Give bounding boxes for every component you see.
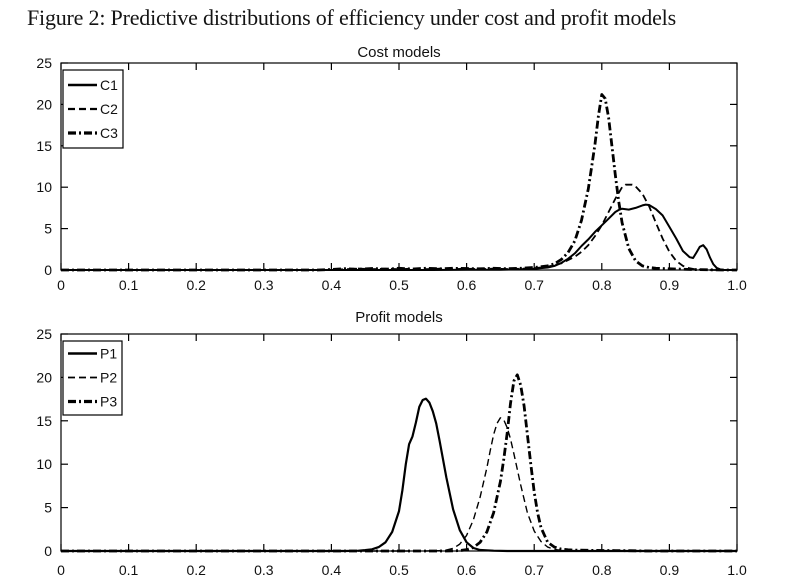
y-tick-label: 15 [36,413,52,429]
legend: C1 C2 C3 [62,69,124,149]
y-tick-label: 10 [36,179,52,195]
plot-box [60,333,738,552]
x-tick-label: 0.6 [457,562,477,578]
y-tick-label: 0 [44,262,52,278]
curve-p1 [61,397,737,553]
x-tick-label: 1.0 [727,277,747,293]
x-tick-label: 0 [57,562,65,578]
x-tick-label: 0.2 [186,562,206,578]
x-tick-label: 0.4 [322,562,342,578]
x-tick-label: 0.1 [119,562,139,578]
cost-models-chart: Cost models 0 0.1 0.2 0.3 0.4 0.5 0.6 0.7 0.8 0.9 1… [36,44,747,293]
x-tick-label: 0.8 [592,277,612,293]
x-tick-label: 0 [57,277,65,293]
x-tick-label: 0.5 [389,562,409,578]
x-tick-label: 0.7 [524,562,544,578]
curve-c2 [61,183,737,271]
legend-label-c2: C2 [100,101,118,117]
legend-label-p2: P2 [100,370,117,386]
legend-label-p1: P1 [100,346,117,362]
legend-label-c1: C1 [100,77,118,93]
curve-p2 [61,417,737,552]
x-tick-label: 0.3 [254,562,274,578]
x-tick-label: 0.6 [457,277,477,293]
y-tick-label: 0 [44,543,52,559]
x-tick-label: 0.1 [119,277,139,293]
x-tick-label: 0.8 [592,562,612,578]
y-tick-label: 10 [36,456,52,472]
x-tick-label: 1.0 [727,562,747,578]
plot-title: Cost models [357,44,440,61]
y-tick-label: 25 [36,326,52,342]
y-tick-label: 20 [36,369,52,385]
figure-caption: Figure 2: Predictive distributions of ef… [27,5,676,30]
x-tick-label: 0.5 [389,277,409,293]
y-tick-label: 15 [36,138,52,154]
x-tick-label: 0.3 [254,277,274,293]
x-tick-label: 0.2 [186,277,206,293]
y-tick-label: 20 [36,96,52,112]
legend-label-p3: P3 [100,394,117,410]
plot-title: Profit models [355,309,443,326]
x-tick-label: 0.9 [660,277,680,293]
legend-label-c3: C3 [100,125,118,141]
plot-box [60,62,738,271]
curve-p3 [61,373,737,553]
y-tick-label: 5 [44,221,52,237]
curve-c1 [61,203,737,271]
x-tick-label: 0.4 [322,277,342,293]
y-tick-label: 25 [36,55,52,71]
legend: P1 P2 P3 [62,340,123,416]
x-tick-label: 0.9 [660,562,680,578]
profit-models-chart: Profit models 0 0.1 0.2 0.3 0.4 0.5 0.6 0.7 0.8 0.… [36,309,747,578]
curve-c3 [61,93,737,272]
x-tick-label: 0.7 [524,277,544,293]
y-tick-label: 5 [44,500,52,516]
